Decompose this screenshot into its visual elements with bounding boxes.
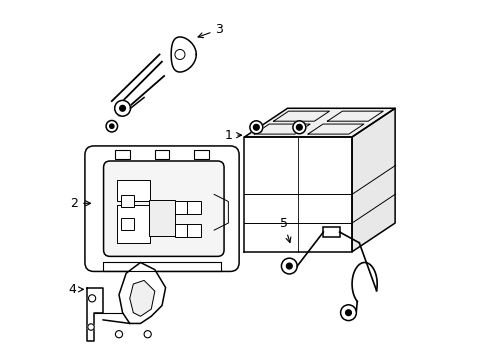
Bar bbox=[323, 226, 339, 237]
Circle shape bbox=[286, 263, 292, 269]
Circle shape bbox=[88, 324, 94, 330]
Polygon shape bbox=[351, 108, 394, 252]
Polygon shape bbox=[119, 262, 165, 323]
Bar bbox=[117, 205, 149, 243]
Circle shape bbox=[249, 121, 262, 134]
Bar bbox=[155, 150, 169, 159]
Circle shape bbox=[106, 121, 117, 132]
Text: 5: 5 bbox=[279, 216, 290, 243]
Circle shape bbox=[340, 305, 356, 320]
Circle shape bbox=[296, 125, 302, 130]
Bar bbox=[187, 224, 201, 237]
Circle shape bbox=[175, 49, 184, 59]
Circle shape bbox=[345, 310, 351, 316]
Circle shape bbox=[253, 125, 259, 130]
Bar bbox=[175, 224, 188, 237]
Bar bbox=[187, 201, 201, 214]
Bar bbox=[149, 200, 174, 235]
Bar bbox=[194, 150, 208, 159]
Polygon shape bbox=[171, 37, 196, 72]
Circle shape bbox=[115, 330, 122, 338]
Polygon shape bbox=[129, 280, 155, 316]
Circle shape bbox=[109, 124, 114, 129]
Bar bbox=[121, 195, 134, 207]
Bar bbox=[175, 201, 188, 214]
Bar bbox=[117, 180, 149, 201]
Text: 4: 4 bbox=[68, 283, 83, 296]
Circle shape bbox=[88, 295, 96, 302]
Text: 1: 1 bbox=[224, 129, 241, 142]
Text: 2: 2 bbox=[70, 197, 90, 210]
Circle shape bbox=[120, 105, 125, 111]
Polygon shape bbox=[244, 108, 394, 137]
Polygon shape bbox=[244, 137, 351, 252]
FancyBboxPatch shape bbox=[85, 146, 239, 271]
Text: 3: 3 bbox=[198, 23, 223, 38]
Circle shape bbox=[144, 330, 151, 338]
Bar bbox=[115, 150, 129, 159]
Circle shape bbox=[115, 100, 130, 116]
Bar bbox=[121, 218, 134, 230]
Circle shape bbox=[281, 258, 297, 274]
Circle shape bbox=[292, 121, 305, 134]
FancyBboxPatch shape bbox=[103, 161, 224, 256]
